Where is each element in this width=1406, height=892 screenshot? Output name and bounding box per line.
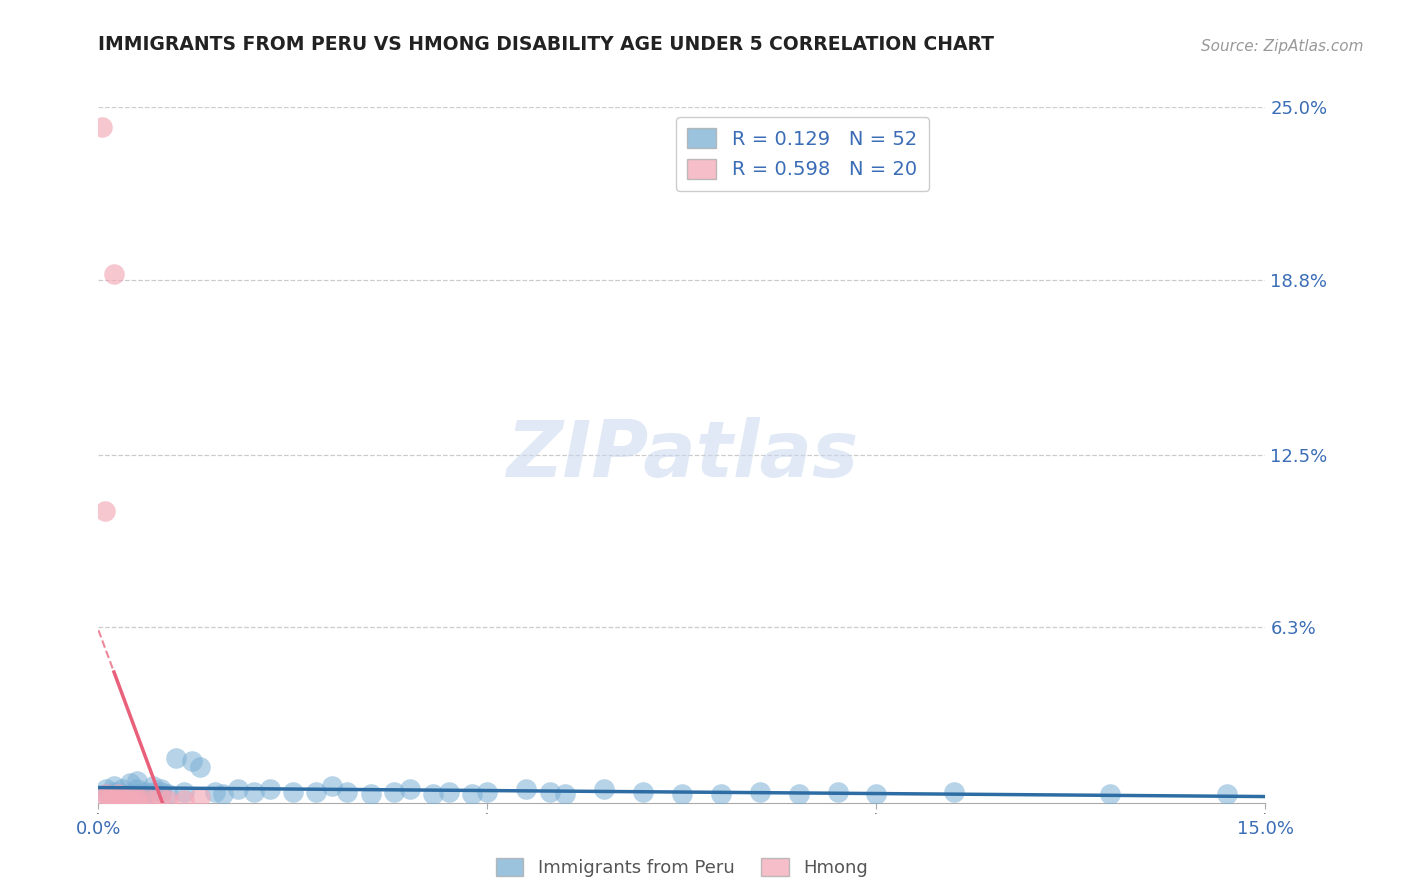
Point (827, 785, 849, 799)
Point (671, 788, 693, 802)
Point (127, 790, 149, 805)
Point (554, 788, 576, 802)
Point (336, 785, 359, 799)
Point (118, 788, 141, 802)
Point (477, 785, 499, 799)
Point (127, 781, 149, 796)
Point (157, 788, 180, 802)
Point (134, 788, 156, 802)
Point (111, 788, 134, 802)
Point (134, 790, 156, 805)
Point (96, 788, 118, 802)
Point (748, 785, 770, 799)
Point (180, 754, 202, 768)
Point (149, 781, 172, 796)
Point (259, 781, 281, 796)
Point (943, 785, 966, 799)
Point (98, 790, 121, 805)
Point (96, 788, 118, 802)
Point (865, 788, 887, 802)
Point (111, 793, 134, 807)
Text: 0.0%: 0.0% (76, 821, 121, 838)
Point (134, 785, 156, 799)
Point (107, 788, 129, 802)
Point (1215, 788, 1237, 802)
Point (127, 793, 149, 807)
Point (422, 788, 444, 802)
Point (631, 785, 654, 799)
Point (437, 785, 460, 799)
Point (243, 785, 266, 799)
Point (538, 785, 561, 799)
Point (173, 785, 195, 799)
Point (93, 503, 115, 517)
Point (173, 793, 195, 807)
Point (91, 120, 114, 134)
Point (111, 790, 134, 805)
Point (96, 781, 118, 796)
Point (127, 773, 149, 788)
Point (103, 779, 125, 793)
Point (188, 759, 211, 773)
Point (142, 779, 165, 793)
Point (1098, 788, 1121, 802)
Text: Source: ZipAtlas.com: Source: ZipAtlas.com (1201, 38, 1364, 54)
Point (127, 788, 149, 802)
Point (157, 793, 180, 807)
Point (461, 788, 484, 802)
Point (593, 781, 616, 796)
Point (305, 785, 328, 799)
Point (382, 785, 405, 799)
Point (149, 790, 172, 805)
Point (118, 776, 141, 790)
Point (103, 790, 125, 805)
Point (204, 785, 226, 799)
Point (103, 267, 125, 281)
Point (103, 785, 125, 799)
Text: ZIPatlas: ZIPatlas (506, 417, 858, 493)
Text: IMMIGRANTS FROM PERU VS HMONG DISABILITY AGE UNDER 5 CORRELATION CHART: IMMIGRANTS FROM PERU VS HMONG DISABILITY… (98, 35, 994, 54)
Point (142, 785, 165, 799)
Point (228, 781, 250, 796)
Point (710, 788, 733, 802)
Point (118, 793, 141, 807)
Legend: Immigrants from Peru, Hmong: Immigrants from Peru, Hmong (489, 850, 875, 884)
Point (118, 790, 141, 805)
Point (149, 785, 172, 799)
Point (281, 785, 304, 799)
Point (515, 781, 537, 796)
Point (398, 781, 420, 796)
Point (360, 788, 382, 802)
Point (142, 793, 165, 807)
Point (96, 790, 118, 805)
Text: 15.0%: 15.0% (1237, 821, 1294, 838)
Point (188, 790, 211, 805)
Point (321, 779, 343, 793)
Point (111, 781, 134, 796)
Point (212, 788, 235, 802)
Point (165, 751, 187, 765)
Point (787, 788, 810, 802)
